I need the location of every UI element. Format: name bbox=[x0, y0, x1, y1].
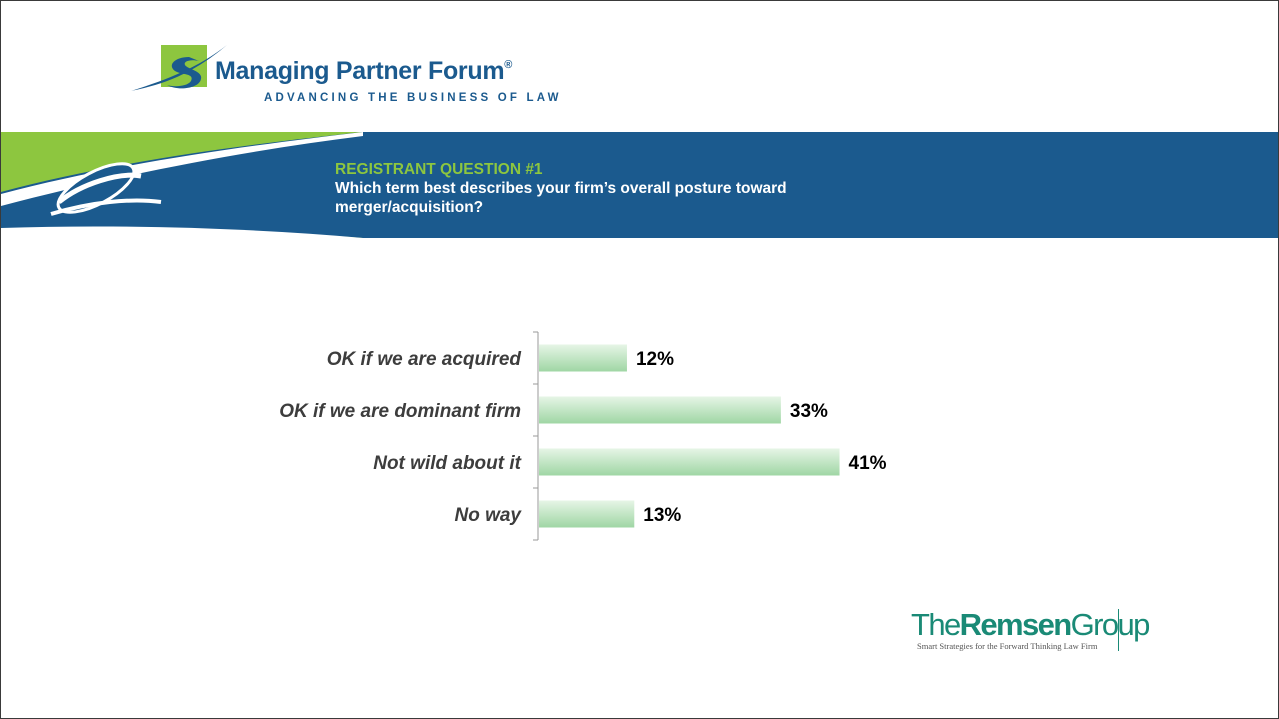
bar bbox=[539, 344, 627, 372]
category-label: Not wild about it bbox=[373, 453, 521, 474]
remsen-group-logo: TheRemsenGroup Smart Strategies for the … bbox=[911, 607, 1151, 657]
brand-divider bbox=[1118, 609, 1119, 651]
value-label: 12% bbox=[636, 349, 674, 370]
bar bbox=[539, 500, 635, 528]
bar bbox=[539, 396, 781, 424]
question-text: Which term best describes your firm’s ov… bbox=[335, 180, 787, 216]
brand-tagline: Smart Strategies for the Forward Thinkin… bbox=[917, 641, 1098, 651]
brand-remsen: Remsen bbox=[959, 607, 1073, 642]
remsen-brand-name: TheRemsenGroup bbox=[911, 607, 1151, 643]
value-label: 13% bbox=[643, 505, 681, 526]
org-name-text: Managing Partner Forum bbox=[215, 57, 505, 85]
swoosh-logo-icon bbox=[131, 45, 227, 91]
bar bbox=[539, 448, 840, 476]
org-tagline: ADVANCING THE BUSINESS OF LAW bbox=[264, 92, 562, 104]
value-label: 33% bbox=[790, 401, 828, 422]
category-label: OK if we are dominant firm bbox=[279, 401, 521, 422]
question-label: REGISTRANT QUESTION #1 bbox=[335, 161, 543, 178]
org-name: Managing Partner Forum® bbox=[215, 57, 512, 86]
banner-swoosh-icon bbox=[1, 132, 1278, 238]
category-label: No way bbox=[454, 505, 522, 526]
value-label: 41% bbox=[849, 453, 887, 474]
brand-group: Group bbox=[1070, 607, 1151, 642]
registered-mark: ® bbox=[504, 59, 513, 71]
question-banner bbox=[1, 132, 1278, 238]
managing-partner-forum-logo: Managing Partner Forum® ADVANCING THE BU… bbox=[129, 41, 569, 111]
category-label: OK if we are acquired bbox=[327, 349, 522, 370]
brand-the: The bbox=[911, 607, 961, 642]
